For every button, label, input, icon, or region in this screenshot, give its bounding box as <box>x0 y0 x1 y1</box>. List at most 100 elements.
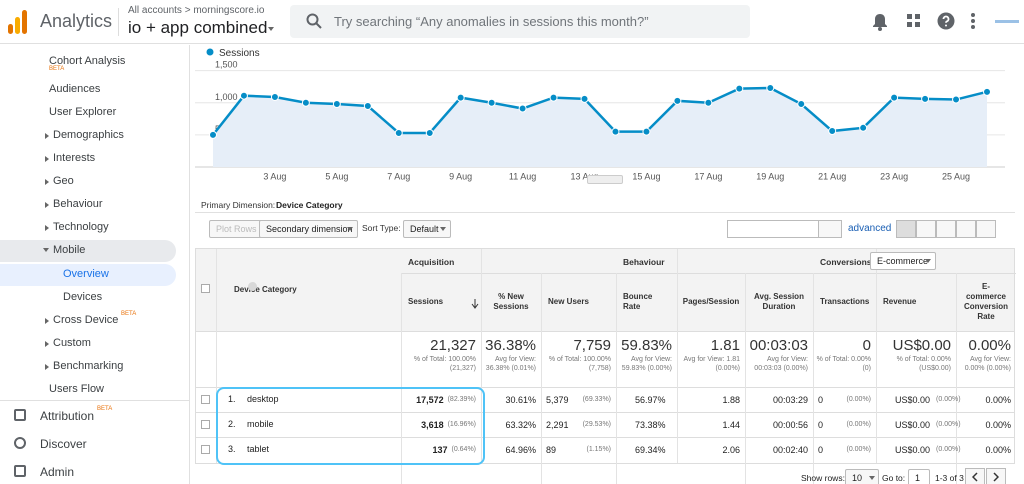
primary-dimension[interactable]: Device Category <box>276 200 343 210</box>
search-placeholder[interactable]: Try searching “Any anomalies in sessions… <box>334 14 649 29</box>
cell: 0.00% <box>956 437 1016 462</box>
x-tick-label: 13 Aug <box>571 171 599 181</box>
nav-item[interactable]: Users Flow <box>49 383 105 395</box>
show-rows-select[interactable]: 10 <box>845 469 879 484</box>
cell: 00:03:29 <box>745 387 813 412</box>
column-header[interactable]: Bounce Rate <box>623 292 653 311</box>
x-tick-label: 5 Aug <box>325 171 348 181</box>
nav-item[interactable]: Behaviour <box>53 198 103 210</box>
nav-item[interactable]: Demographics <box>53 129 124 141</box>
col-line <box>677 249 678 463</box>
nav-item[interactable]: Custom <box>53 337 91 349</box>
cell-percent: (0.00%) <box>846 446 871 453</box>
nav-item[interactable]: Devices <box>63 291 103 303</box>
point <box>735 84 744 93</box>
column-header[interactable]: Sessions <box>408 297 444 306</box>
column-header-cell: Transactions <box>813 273 876 331</box>
cell-value: US$0.00 <box>895 419 931 430</box>
next-page[interactable] <box>986 468 1006 484</box>
nav-item[interactable]: User Explorer <box>49 106 117 118</box>
nav-section[interactable]: Discover <box>40 437 87 451</box>
device-name[interactable]: mobile <box>247 419 274 429</box>
row-checkbox[interactable] <box>201 445 210 454</box>
goto-input[interactable]: 1 <box>908 469 930 484</box>
expand-arrow <box>43 248 49 252</box>
point <box>983 87 991 96</box>
cell-value: 69.34% <box>635 444 666 455</box>
cell-value: 0.00% <box>985 394 1011 405</box>
column-header[interactable]: Device Category <box>234 285 297 294</box>
separator <box>195 212 1015 213</box>
nav-item[interactable]: Audiences <box>49 83 101 95</box>
nav-item[interactable]: Interests <box>53 152 96 164</box>
total-value: 0 <box>862 337 871 354</box>
column-header[interactable]: Transactions <box>820 297 870 306</box>
view-toggle[interactable] <box>976 220 996 238</box>
column-header[interactable]: E-commerce Conversion Rate <box>963 282 1008 321</box>
expand-arrow <box>45 156 49 162</box>
more-icon[interactable] <box>970 12 976 30</box>
point <box>363 101 372 110</box>
column-header[interactable]: Revenue <box>883 297 917 306</box>
column-header[interactable]: % New Sessions <box>493 292 529 311</box>
column-header-cell: Device Category <box>216 249 401 331</box>
nav-section[interactable]: Admin <box>40 465 75 479</box>
filter-search-button[interactable] <box>818 220 842 238</box>
search-box[interactable] <box>290 5 750 38</box>
nav-item[interactable]: Cross Device <box>53 314 119 326</box>
total-value: 1.81 <box>710 337 740 354</box>
apps-icon[interactable] <box>907 14 921 28</box>
help <box>248 282 257 291</box>
point <box>642 127 651 136</box>
nav-section[interactable]: Attribution <box>40 409 95 423</box>
account-path[interactable]: All accounts > morningscore.io <box>128 5 265 16</box>
help-icon[interactable] <box>937 12 955 30</box>
top-bar: Analytics All accounts > morningscore.io i… <box>0 0 1024 44</box>
nav-item[interactable]: Mobile <box>53 244 86 256</box>
advanced-link[interactable]: advanced <box>848 223 892 234</box>
nav-item[interactable]: Geo <box>53 175 74 187</box>
active-group-bg <box>0 240 176 262</box>
cell: US$0.00 (0.00%) <box>876 412 961 437</box>
point <box>209 130 217 139</box>
notifications-icon[interactable] <box>872 13 888 31</box>
view-toggle[interactable] <box>956 220 976 238</box>
view-toggle[interactable] <box>896 220 916 238</box>
property-name[interactable]: io + app combined <box>128 18 268 37</box>
cell-value: 0 <box>818 419 824 430</box>
x-tick-label: 25 Aug <box>942 171 970 181</box>
cell: 63.32% <box>481 412 541 437</box>
column-header[interactable]: Pages/Session <box>682 297 740 306</box>
view-toggle[interactable] <box>916 220 936 238</box>
view-toggle[interactable] <box>936 220 956 238</box>
cell-value: 30.61% <box>505 394 536 405</box>
nav-item[interactable]: Cohort Analysis <box>49 55 126 67</box>
column-header[interactable]: Avg. Session Duration <box>754 292 804 311</box>
device-name[interactable]: tablet <box>247 444 270 454</box>
nav-item[interactable]: Overview <box>63 268 109 280</box>
filter-input[interactable] <box>727 220 819 238</box>
device-name[interactable]: desktop <box>247 394 279 404</box>
secondary-dimension-select[interactable]: Secondary dimension <box>259 220 358 238</box>
row-checkbox[interactable] <box>201 395 210 404</box>
checkbox[interactable] <box>201 284 210 293</box>
account-avatar[interactable] <box>995 20 1019 23</box>
total-detail: Avg for View: 00:03:03 (0.00%) <box>754 356 808 372</box>
plot-rows-button[interactable]: Plot Rows <box>209 220 264 238</box>
point <box>487 98 496 107</box>
chart-toggle[interactable] <box>587 175 623 184</box>
column-header[interactable]: New Users <box>548 297 589 306</box>
nav-item[interactable]: Benchmarking <box>53 360 124 372</box>
cell: 0.00% <box>956 387 1016 412</box>
cell-value: 2.06 <box>722 444 740 455</box>
row-checkbox[interactable] <box>201 420 210 429</box>
row-line <box>196 437 1014 438</box>
nav-item[interactable]: Technology <box>53 221 109 233</box>
conversion-select[interactable]: E-commerce <box>870 252 936 270</box>
sort-type-select[interactable]: Default <box>403 220 451 238</box>
section-icon <box>14 437 26 449</box>
prev-page[interactable] <box>965 468 985 484</box>
show-rows-label: Show rows: <box>801 473 845 483</box>
point <box>456 93 465 102</box>
total-value: US$0.00 <box>892 337 951 354</box>
